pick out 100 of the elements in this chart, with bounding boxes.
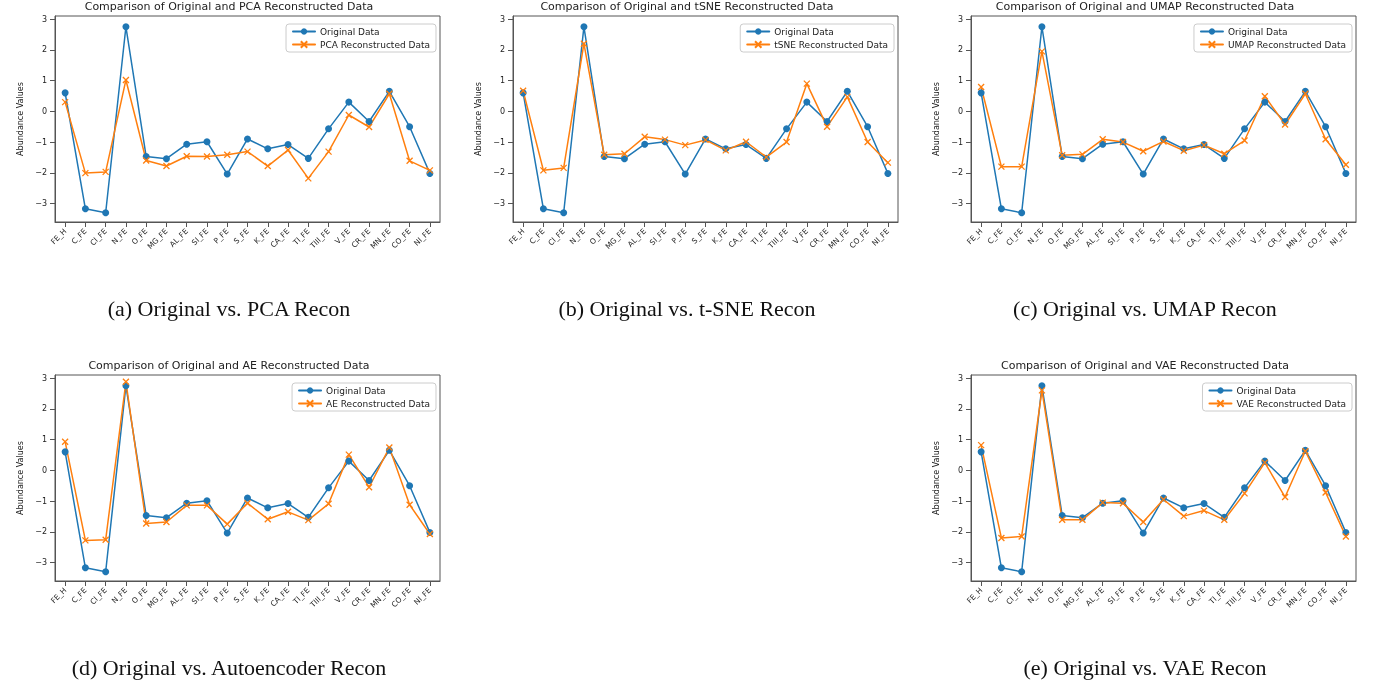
point (620, 150, 629, 158)
legend-label: Original Data (320, 26, 380, 37)
point (183, 152, 191, 160)
point (1281, 476, 1289, 484)
point (1322, 482, 1330, 490)
point (345, 98, 353, 106)
legend-label: AE Reconstructed Data (326, 398, 430, 409)
legend-label: tSNE Reconstructed Data (774, 39, 888, 50)
legend-label: PCA Reconstructed Data (320, 39, 431, 50)
y-tick-label: 2 (41, 45, 47, 55)
point (406, 482, 414, 490)
point (1200, 500, 1208, 508)
y-tick-label: −3 (951, 199, 963, 209)
point (1139, 518, 1147, 526)
y-axis-title: Abundance Values (931, 441, 941, 515)
point (264, 162, 272, 170)
y-tick-label: 1 (41, 435, 47, 445)
point (203, 501, 211, 510)
y-axis-title: Abundance Values (15, 82, 25, 156)
legend-label: Original Data (1236, 385, 1297, 396)
point (1018, 209, 1026, 217)
point (405, 157, 414, 165)
point (244, 135, 251, 143)
point (782, 138, 791, 146)
point (1321, 135, 1330, 143)
point (243, 499, 252, 507)
point (1038, 386, 1046, 395)
point (223, 151, 231, 159)
point (81, 205, 89, 213)
point (803, 98, 811, 106)
point (264, 504, 272, 512)
y-tick-label: 1 (957, 435, 963, 445)
text: (c) Original vs. UMAP Recon (1012, 296, 1278, 322)
point (284, 508, 292, 516)
point (823, 117, 831, 125)
point (122, 23, 130, 31)
point (1180, 512, 1188, 520)
y-tick-label: −3 (493, 199, 505, 209)
legend-label: Original Data (1227, 26, 1288, 37)
point (1261, 98, 1269, 106)
point (641, 133, 649, 141)
point (681, 170, 689, 178)
point (977, 89, 985, 97)
y-tick-label: −2 (951, 527, 963, 537)
y-tick-label: −3 (951, 558, 963, 568)
text: (b) Original vs. t-SNE Recon (557, 296, 817, 322)
chart-title: Comparison of Original and AE Reconstructed Data (88, 359, 370, 372)
point (244, 494, 251, 502)
point (997, 564, 1005, 572)
point (1099, 140, 1107, 148)
point (325, 125, 333, 133)
point (1038, 23, 1046, 31)
point (223, 529, 231, 537)
point (142, 156, 150, 165)
point (1241, 484, 1249, 492)
point (884, 169, 892, 177)
point (102, 209, 110, 217)
point (284, 500, 292, 508)
point (162, 155, 170, 163)
point (977, 83, 985, 91)
point (203, 138, 211, 146)
point (162, 518, 171, 526)
point (365, 117, 373, 125)
chart-title: Comparison of Original and UMAP Reconstructed Data (995, 0, 1295, 13)
point (345, 111, 353, 119)
point (243, 147, 252, 156)
point (1038, 47, 1046, 56)
chart-title: Comparison of Original and tSNE Reconstructed Data (540, 0, 834, 13)
point (102, 168, 110, 176)
point (345, 450, 353, 459)
point (843, 93, 851, 101)
point (1281, 120, 1289, 129)
point (284, 141, 292, 149)
y-tick-label: −1 (35, 496, 47, 506)
point (223, 520, 231, 528)
point (977, 448, 985, 456)
point (304, 154, 312, 162)
y-tick-label: 3 (499, 14, 505, 24)
point (324, 500, 333, 508)
y-tick-label: 0 (41, 106, 47, 116)
point (997, 534, 1006, 542)
point (223, 170, 231, 178)
y-tick-label: 3 (957, 373, 963, 383)
point (1240, 489, 1249, 498)
point (405, 501, 414, 509)
point (203, 152, 211, 161)
point (61, 438, 69, 446)
point (783, 125, 791, 133)
y-tick-label: 3 (41, 14, 47, 24)
point (997, 205, 1005, 213)
point (142, 512, 150, 520)
point (81, 564, 89, 572)
point (823, 123, 831, 131)
y-tick-label: 3 (957, 14, 963, 24)
y-tick-label: 2 (499, 45, 505, 55)
y-tick-label: 1 (499, 76, 505, 86)
y-tick-label: 0 (41, 465, 47, 475)
point (365, 476, 373, 484)
point (864, 123, 872, 131)
y-tick-label: −2 (35, 168, 47, 178)
